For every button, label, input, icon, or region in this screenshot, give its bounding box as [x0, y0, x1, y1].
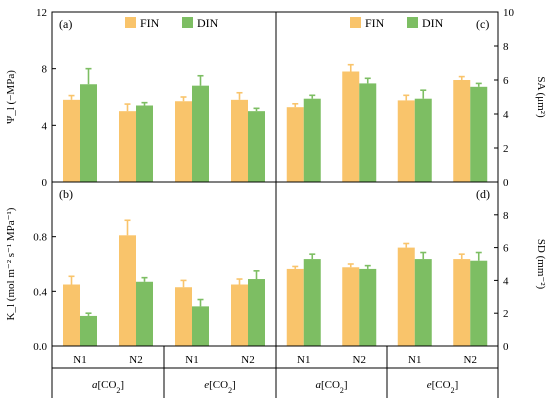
legend-swatch-fin [350, 17, 361, 28]
bar-fin-n1-0 [286, 107, 304, 182]
y-tick-label: 10 [503, 7, 515, 19]
bar-din-n2-1 [136, 105, 153, 182]
bar-din-n2-1 [359, 83, 377, 182]
y-tick-label: 8 [42, 64, 48, 76]
bar-fin-n1-2 [175, 101, 192, 182]
panel-letter: (c) [476, 17, 489, 31]
x-group-label: a[CO2] [92, 379, 124, 395]
y-tick-label: 12 [36, 7, 47, 19]
bar-fin-n2-3 [231, 284, 248, 346]
x-tick-label: N2 [464, 354, 477, 366]
legend-label-din: DIN [197, 16, 219, 30]
x-tick-label: N1 [185, 354, 198, 366]
bar-din-n2-3 [470, 260, 488, 346]
legend-label-fin: FIN [140, 16, 160, 30]
y-tick-label: 0 [503, 341, 509, 353]
y-tick-label: 8 [503, 210, 509, 222]
y-tick-label: 6 [503, 75, 509, 87]
bar-din-n2-3 [248, 279, 265, 346]
legend-label-din: DIN [422, 16, 444, 30]
bar-fin-n2-3 [453, 80, 471, 182]
chart-panels: 0 4 8 12 (a) Ψ_l (−MPa) FIN DIN 0 2 4 6 8 10 (c) SA (μm… [5, 7, 547, 366]
panel-a: 0 4 8 12 (a) Ψ_l (−MPa) FIN DIN [5, 7, 265, 189]
y-axis-label: SD (mm⁻²) [535, 239, 547, 290]
panel-b: 0.0 0.4 0.8 (b) K_l (mol m⁻² s⁻¹ MPa⁻¹) N1 N2 N… [5, 187, 265, 366]
bar-din-n1-0 [80, 315, 97, 346]
x-tick-label: N2 [241, 354, 254, 366]
y-tick-label: 4 [42, 120, 48, 132]
legend-swatch-din [182, 17, 193, 28]
panel-c: 0 2 4 6 8 10 (c) SA (μm²) FIN DIN [286, 7, 547, 189]
panel-letter: (b) [59, 187, 73, 201]
y-tick-label: 4 [503, 109, 509, 121]
x-tick-label: N1 [408, 354, 421, 366]
y-tick-label: 0 [42, 177, 48, 189]
bar-din-n1-2 [192, 85, 209, 182]
y-axis-label: Ψ_l (−MPa) [5, 70, 17, 124]
bar-din-n1-0 [303, 98, 321, 182]
legend: FIN DIN [350, 16, 444, 30]
y-tick-label: 0.8 [33, 232, 47, 244]
bar-fin-n2-1 [342, 71, 360, 182]
bar-din-n1-2 [414, 98, 432, 182]
legend-swatch-fin [125, 17, 136, 28]
bar-fin-n2-1 [119, 235, 136, 346]
bar-din-n2-1 [136, 281, 153, 346]
panel-letter: (d) [476, 187, 490, 201]
x-group-label: e[CO2] [204, 379, 236, 395]
panel-d: 0 2 4 6 8 (d) SD (mm⁻²) N1 N2 N1 N2 [286, 187, 547, 366]
x-tick-label: N1 [297, 354, 310, 366]
bar-fin-n2-3 [231, 99, 248, 182]
x-tick-label: N2 [129, 354, 142, 366]
bar-fin-n1-0 [63, 99, 80, 182]
y-tick-label: 2 [503, 143, 509, 155]
y-tick-label: 0.4 [33, 286, 47, 298]
bar-din-n1-2 [414, 259, 432, 346]
bar-fin-n2-3 [453, 259, 471, 346]
y-axis-label: SA (μm²) [535, 76, 547, 118]
bar-fin-n1-0 [63, 284, 80, 346]
plot-frame [51, 11, 499, 347]
bar-din-n1-0 [303, 259, 321, 346]
figure-frame [51, 11, 499, 398]
x-tick-label: N2 [353, 354, 366, 366]
bar-din-n2-3 [248, 111, 265, 182]
bar-fin-n1-2 [397, 100, 415, 182]
bar-din-n1-0 [80, 84, 97, 182]
y-tick-label: 6 [503, 243, 509, 255]
y-tick-label: 0.0 [33, 341, 47, 353]
bar-fin-n1-2 [175, 287, 192, 346]
bar-fin-n2-1 [342, 267, 360, 346]
legend-swatch-din [407, 17, 418, 28]
x-tick-label: N1 [73, 354, 86, 366]
y-axis-label: K_l (mol m⁻² s⁻¹ MPa⁻¹) [5, 207, 17, 320]
bar-din-n1-2 [192, 306, 209, 346]
bar-fin-n1-0 [286, 268, 304, 346]
bar-fin-n1-2 [397, 247, 415, 346]
y-tick-label: 4 [503, 275, 509, 287]
y-tick-label: 2 [503, 308, 509, 320]
legend: FIN DIN [125, 16, 219, 30]
y-tick-label: 8 [503, 41, 509, 53]
x-group-labels: a[CO2] e[CO2] a[CO2] e[CO2] [92, 379, 458, 395]
bar-din-n2-3 [470, 86, 488, 182]
x-group-label: e[CO2] [427, 379, 459, 395]
bar-din-n2-1 [359, 268, 377, 346]
legend-label-fin: FIN [365, 16, 385, 30]
bar-fin-n2-1 [119, 111, 136, 182]
y-tick-label: 0 [503, 177, 509, 189]
x-group-label: a[CO2] [315, 379, 347, 395]
panel-letter: (a) [59, 17, 72, 31]
